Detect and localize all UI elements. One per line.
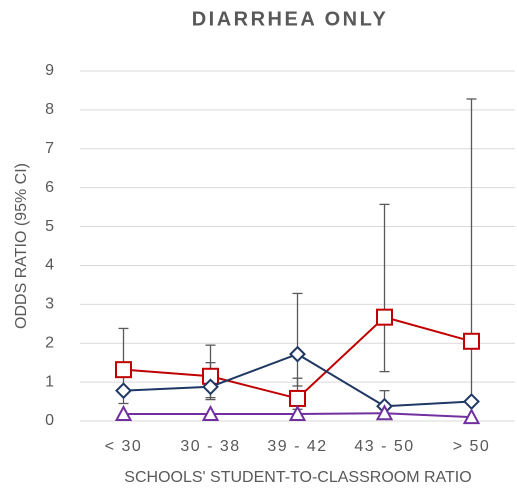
y-tick-label: 2 <box>45 334 54 351</box>
marker <box>375 404 394 421</box>
marker <box>463 332 480 350</box>
y-tick-label: 5 <box>45 218 54 235</box>
x-tick-label: 30 - 38 <box>180 438 240 455</box>
marker <box>289 345 306 363</box>
marker <box>288 404 307 421</box>
marker <box>289 389 306 407</box>
y-tick-label: 7 <box>45 140 54 157</box>
error-bar <box>292 292 303 387</box>
marker <box>376 308 393 326</box>
marker <box>201 404 220 421</box>
y-tick-label: 4 <box>45 257 54 274</box>
y-tick-label: 9 <box>45 62 54 79</box>
marker <box>115 382 132 400</box>
y-tick-label: 6 <box>45 179 54 196</box>
error-bar <box>466 98 477 403</box>
y-tick-label: 1 <box>45 373 54 390</box>
y-tick-label: 8 <box>45 101 54 118</box>
marker <box>462 408 481 425</box>
marker <box>463 393 480 410</box>
y-axis-label: ODDS RATIO (95% CI) <box>13 163 30 329</box>
x-tick-label: < 30 <box>105 438 143 455</box>
x-tick-label: > 50 <box>453 438 491 455</box>
y-tick-label: 3 <box>45 296 54 313</box>
y-tick-label: 0 <box>45 412 54 429</box>
x-axis-label: SCHOOLS' STUDENT-TO-CLASSROOM RATIO <box>124 469 471 486</box>
x-tick-label: 43 - 50 <box>354 438 414 455</box>
marker <box>114 404 133 421</box>
marker <box>202 378 219 396</box>
marker <box>115 361 132 379</box>
chart-title: DIARRHEA ONLY <box>192 8 389 30</box>
x-tick-label: 39 - 42 <box>267 438 327 455</box>
error-bar <box>379 203 390 373</box>
